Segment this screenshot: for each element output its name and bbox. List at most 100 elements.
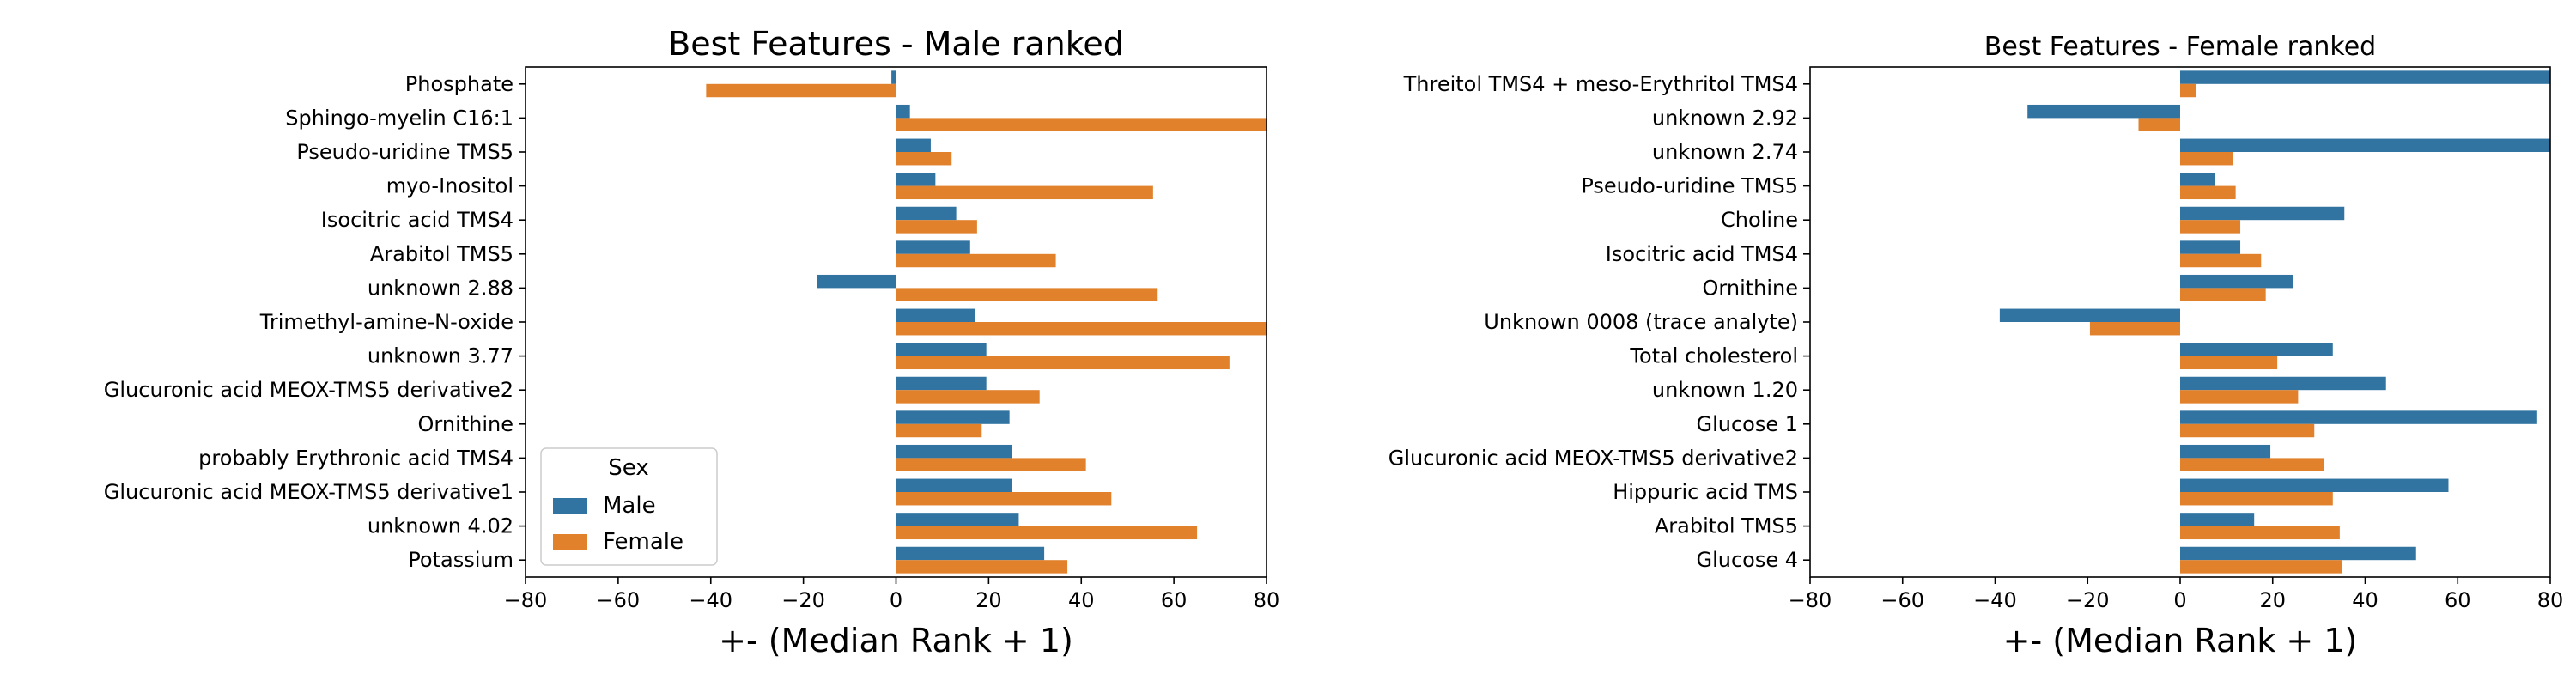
category-label: Pseudo-uridine TMS5 [1581, 174, 1798, 198]
bar-female [2180, 220, 2241, 234]
bar-male [2180, 240, 2241, 254]
x-tick-label: −80 [504, 588, 548, 612]
category-label: Glucuronic acid MEOX-TMS5 derivative2 [104, 378, 513, 402]
category-label: Ornithine [1703, 276, 1798, 300]
x-tick-label: 40 [1068, 588, 1095, 612]
bar-female [896, 152, 952, 166]
chart-title: Best Features - Male ranked [668, 25, 1124, 63]
category-label: Glucose 4 [1696, 548, 1798, 572]
bar-female [2180, 356, 2278, 370]
bar-male [2027, 104, 2180, 119]
category-label: myo-Inositol [386, 174, 513, 198]
category-label: Arabitol TMS5 [1655, 514, 1798, 538]
bar-female [896, 560, 1068, 574]
bar-female [896, 220, 977, 234]
category-label: unknown 2.74 [1652, 140, 1798, 164]
x-tick-label: −60 [597, 588, 641, 612]
legend-label-male: Male [603, 493, 656, 519]
bar-female [2180, 152, 2233, 166]
bar-male [817, 274, 896, 289]
category-label: unknown 4.02 [368, 514, 513, 538]
legend: Sex Male Female [540, 447, 718, 566]
bar-male [2180, 343, 2333, 356]
legend-title: Sex [608, 455, 648, 481]
bar-male [896, 513, 1019, 526]
bar-female [896, 322, 1267, 336]
bar-female [2180, 83, 2196, 98]
bar-female [896, 185, 1153, 200]
bar-male [896, 478, 1012, 492]
bar-male [2180, 513, 2255, 526]
x-tick-label: −20 [2066, 588, 2110, 612]
category-label: Threitol TMS4 + meso-Erythritol TMS4 [1403, 72, 1798, 96]
bar-male [896, 376, 987, 391]
bar-male [891, 70, 896, 84]
bar-male [1999, 308, 2180, 322]
bar-male [896, 410, 1010, 424]
chart-panel-1: Best Features - Male ranked Phosphate Sphi… [104, 25, 1280, 660]
category-label: Unknown 0008 (trace analyte) [1484, 310, 1798, 334]
legend-swatch-female [553, 534, 587, 550]
category-label: Isocitric acid TMS4 [1606, 242, 1798, 266]
bar-male [2180, 376, 2386, 391]
bar-male [2180, 70, 2550, 84]
bar-female [2180, 423, 2315, 438]
bar-female [896, 458, 1086, 471]
x-tick-label: 80 [2537, 588, 2564, 612]
bar-male [896, 343, 987, 356]
x-axis-label: +- (Median Rank + 1) [719, 622, 1073, 660]
x-tick-label: 20 [2259, 588, 2286, 612]
category-label: Isocitric acid TMS4 [321, 208, 513, 232]
category-label: Potassium [408, 548, 513, 572]
x-tick-label: 60 [2445, 588, 2471, 612]
bar-male [896, 444, 1012, 459]
category-label: Trimethyl-amine-N-oxide [259, 310, 513, 334]
bar-female [2180, 253, 2262, 268]
x-axis-label: +- (Median Rank + 1) [2003, 622, 2358, 660]
bar-female [2180, 288, 2266, 301]
legend-label-female: Female [603, 529, 683, 555]
bar-female [896, 423, 982, 438]
bar-female [896, 288, 1158, 301]
x-tick-label: −80 [1789, 588, 1832, 612]
category-label: Ornithine [418, 412, 513, 436]
bar-male [896, 308, 975, 322]
chart-panel-2: Best Features - Female ranked Threitol TM… [1388, 32, 2564, 660]
bar-male [2180, 444, 2271, 459]
bar-male [2180, 546, 2416, 561]
category-label: Arabitol TMS5 [370, 242, 513, 266]
category-label: Total cholesterol [1629, 344, 1798, 368]
bar-female [2180, 492, 2333, 506]
category-label: unknown 3.77 [368, 344, 513, 368]
bar-male [896, 240, 970, 254]
bar-female [2180, 390, 2299, 404]
category-label: Hippuric acid TMS [1613, 480, 1798, 504]
category-label: Pseudo-uridine TMS5 [296, 140, 513, 164]
category-label: unknown 1.20 [1652, 378, 1798, 402]
bar-male [896, 104, 910, 119]
bar-female [896, 390, 1040, 404]
category-label: Glucose 1 [1696, 412, 1798, 436]
bar-female [2180, 560, 2342, 574]
x-tick-label: 40 [2352, 588, 2379, 612]
x-tick-label: −60 [1880, 588, 1924, 612]
bar-male [896, 138, 931, 152]
x-tick-label: −20 [781, 588, 825, 612]
bar-female [896, 526, 1198, 540]
bar-female [896, 356, 1230, 370]
category-label: probably Erythronic acid TMS4 [198, 446, 513, 470]
bar-female [896, 118, 1267, 131]
bar-male [2180, 274, 2293, 289]
bar-female [706, 83, 896, 98]
x-tick-label: 80 [1254, 588, 1280, 612]
bar-male [2180, 478, 2449, 492]
category-label: Phosphate [405, 72, 513, 96]
bar-male [2180, 410, 2537, 424]
bar-female [2180, 185, 2236, 200]
legend-swatch-male [553, 498, 587, 514]
bar-female [896, 253, 1056, 268]
category-label: Sphingo-myelin C16:1 [285, 106, 513, 130]
x-tick-label: −40 [689, 588, 732, 612]
x-tick-label: −40 [1973, 588, 2017, 612]
category-label: unknown 2.92 [1652, 106, 1798, 130]
